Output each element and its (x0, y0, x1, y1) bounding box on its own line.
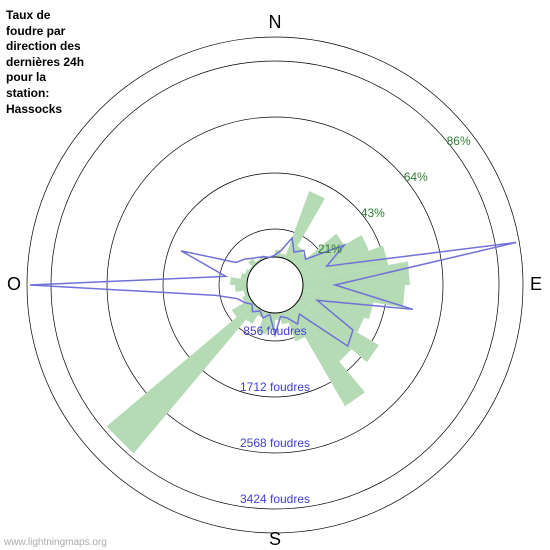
svg-text:S: S (269, 529, 281, 549)
svg-text:N: N (269, 12, 282, 32)
svg-text:43%: 43% (361, 206, 385, 220)
svg-text:64%: 64% (404, 170, 428, 184)
windrose-chart: 21% 43% 64% 86% 856 foudres 1712 foudres 2568 … (0, 0, 550, 550)
attribution-text: www.lightningmaps.org (4, 537, 107, 548)
svg-text:O: O (7, 274, 21, 294)
svg-text:3424 foudres: 3424 foudres (240, 492, 310, 506)
svg-text:E: E (530, 274, 542, 294)
svg-text:856 foudres: 856 foudres (243, 324, 306, 338)
svg-text:86%: 86% (447, 134, 471, 148)
svg-text:2568 foudres: 2568 foudres (240, 436, 310, 450)
svg-text:21%: 21% (318, 242, 342, 256)
svg-text:1712 foudres: 1712 foudres (240, 380, 310, 394)
